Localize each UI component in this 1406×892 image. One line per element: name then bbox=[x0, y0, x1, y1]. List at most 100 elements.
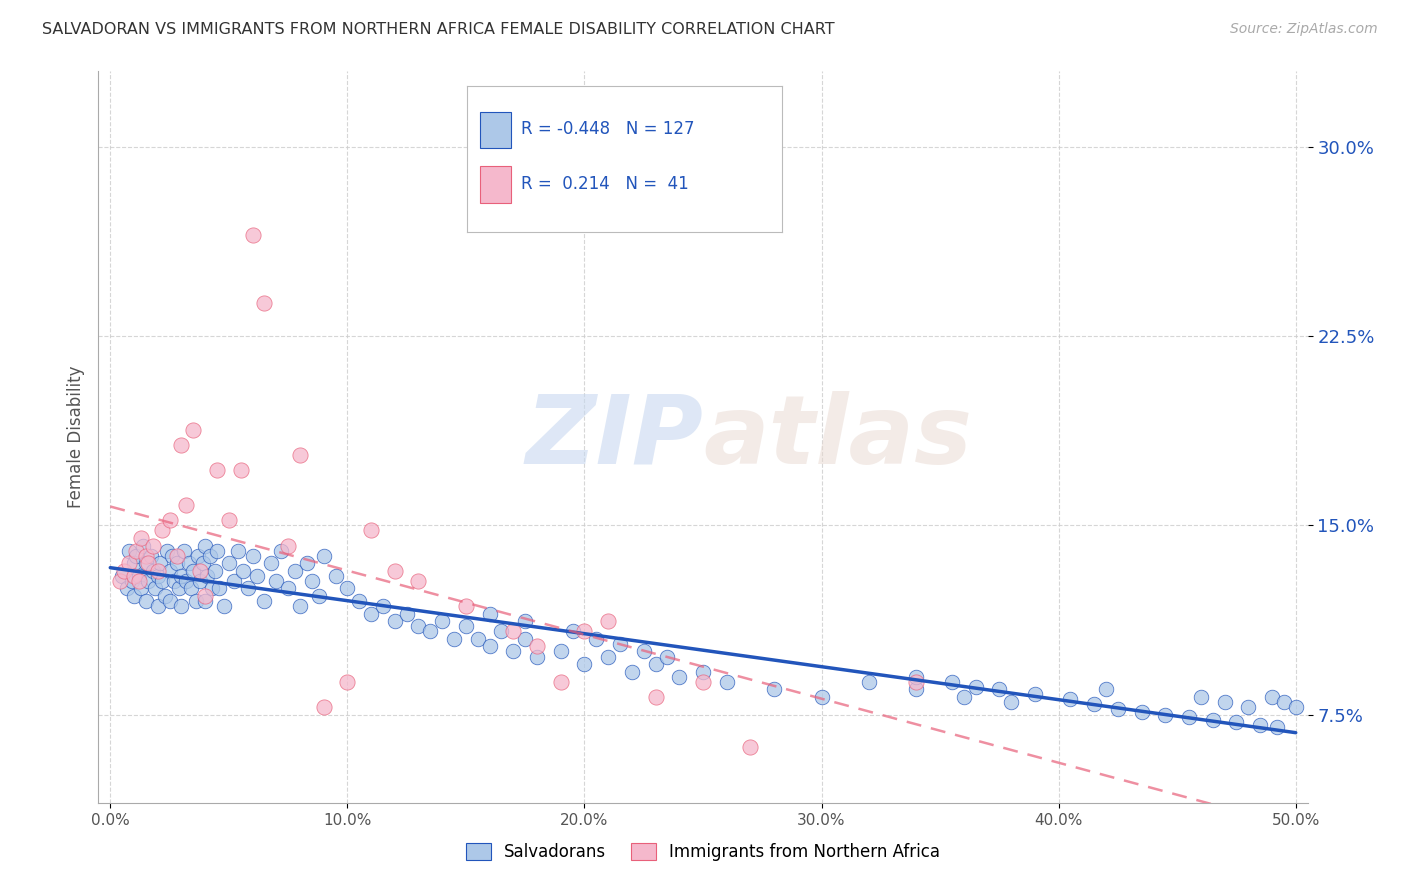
Point bbox=[905, 682, 928, 697]
Point bbox=[208, 582, 231, 596]
Point bbox=[242, 228, 264, 243]
Point bbox=[118, 556, 141, 570]
Point bbox=[1272, 695, 1295, 709]
Point bbox=[135, 556, 157, 570]
Point bbox=[810, 690, 832, 704]
Point bbox=[395, 607, 418, 621]
Point bbox=[115, 582, 138, 596]
Point bbox=[1213, 695, 1236, 709]
Point bbox=[1083, 698, 1105, 712]
Point bbox=[111, 569, 134, 583]
Point bbox=[146, 564, 169, 578]
Point bbox=[153, 589, 176, 603]
Point bbox=[1000, 695, 1022, 709]
Point bbox=[166, 556, 188, 570]
Point bbox=[1189, 690, 1212, 704]
Point bbox=[1225, 715, 1247, 730]
Point bbox=[692, 665, 714, 679]
Point bbox=[163, 574, 186, 588]
Point bbox=[644, 657, 666, 671]
Text: Source: ZipAtlas.com: Source: ZipAtlas.com bbox=[1230, 22, 1378, 37]
Point bbox=[1107, 702, 1129, 716]
Y-axis label: Female Disability: Female Disability bbox=[66, 366, 84, 508]
Point bbox=[166, 549, 188, 563]
Point bbox=[229, 463, 252, 477]
Point bbox=[336, 674, 359, 689]
Point bbox=[114, 564, 136, 578]
Point bbox=[135, 594, 157, 608]
Point bbox=[125, 549, 148, 563]
Point bbox=[1059, 692, 1081, 706]
Point bbox=[657, 649, 679, 664]
Point bbox=[174, 498, 197, 512]
Point bbox=[253, 296, 276, 310]
Point bbox=[491, 624, 513, 639]
Point bbox=[146, 599, 169, 613]
Point bbox=[905, 674, 928, 689]
Point bbox=[301, 574, 323, 588]
Point bbox=[135, 549, 157, 563]
Point bbox=[371, 599, 394, 613]
Point bbox=[177, 556, 200, 570]
Point bbox=[295, 556, 318, 570]
Point bbox=[194, 589, 217, 603]
Point bbox=[1095, 682, 1118, 697]
Point bbox=[118, 543, 141, 558]
Point bbox=[246, 569, 269, 583]
Point bbox=[763, 682, 786, 697]
Point bbox=[218, 513, 240, 527]
Point bbox=[526, 640, 548, 654]
Point bbox=[858, 674, 880, 689]
Point bbox=[277, 582, 299, 596]
Point bbox=[136, 556, 159, 570]
Point bbox=[384, 614, 406, 628]
Point bbox=[312, 700, 335, 714]
Point bbox=[152, 574, 174, 588]
Text: atlas: atlas bbox=[703, 391, 972, 483]
Point bbox=[384, 564, 406, 578]
Point bbox=[1285, 700, 1308, 714]
Point bbox=[236, 582, 259, 596]
Point bbox=[740, 740, 762, 755]
Point bbox=[205, 463, 228, 477]
Point bbox=[149, 556, 172, 570]
Point bbox=[253, 594, 276, 608]
Point bbox=[136, 574, 159, 588]
Point bbox=[1237, 700, 1260, 714]
Point bbox=[1154, 707, 1177, 722]
Point bbox=[146, 569, 169, 583]
Point bbox=[432, 614, 454, 628]
Point bbox=[502, 624, 524, 639]
Point bbox=[170, 569, 193, 583]
Point bbox=[347, 594, 370, 608]
Point bbox=[242, 549, 264, 563]
Point bbox=[988, 682, 1011, 697]
Point bbox=[277, 539, 299, 553]
Point bbox=[128, 569, 150, 583]
Point bbox=[692, 674, 714, 689]
Point bbox=[198, 549, 221, 563]
Point bbox=[190, 564, 212, 578]
Point bbox=[226, 543, 249, 558]
Point bbox=[174, 574, 197, 588]
Point bbox=[478, 640, 501, 654]
Point bbox=[143, 582, 166, 596]
Point bbox=[125, 543, 148, 558]
Point bbox=[408, 619, 430, 633]
Point bbox=[184, 594, 207, 608]
Point bbox=[132, 539, 155, 553]
Point bbox=[201, 582, 224, 596]
Text: ZIP: ZIP bbox=[524, 391, 703, 483]
Point bbox=[1130, 705, 1153, 719]
Point bbox=[360, 607, 382, 621]
Point bbox=[156, 543, 179, 558]
Text: SALVADORAN VS IMMIGRANTS FROM NORTHERN AFRICA FEMALE DISABILITY CORRELATION CHAR: SALVADORAN VS IMMIGRANTS FROM NORTHERN A… bbox=[42, 22, 835, 37]
Point bbox=[204, 564, 226, 578]
Point bbox=[526, 649, 548, 664]
Point bbox=[454, 619, 477, 633]
Point bbox=[1024, 687, 1046, 701]
Point bbox=[574, 657, 596, 671]
Point bbox=[160, 549, 183, 563]
Point bbox=[585, 632, 607, 646]
Point bbox=[260, 556, 283, 570]
